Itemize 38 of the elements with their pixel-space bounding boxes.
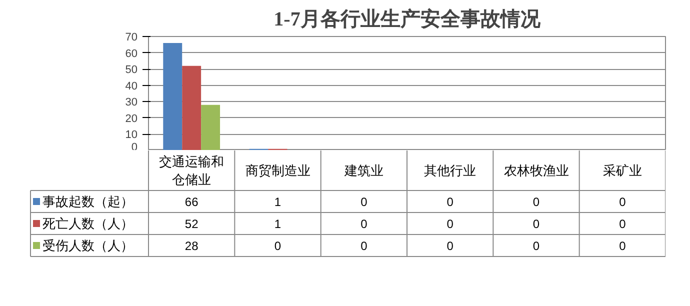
x-tick-label: 交通运输和仓储业 (159, 154, 224, 187)
x-tick-label: 其他行业 (424, 163, 476, 178)
data-label: 66 (184, 195, 199, 209)
data-label: 0 (532, 217, 540, 231)
legend-label: 受伤人数（人） (42, 238, 134, 253)
bar (182, 66, 202, 150)
y-tick-label: 10 (125, 129, 138, 142)
data-label: 0 (360, 217, 368, 231)
y-tick-label: 20 (125, 112, 138, 125)
data-label: 1 (274, 195, 282, 209)
x-tick-label: 建筑业 (343, 163, 384, 178)
legend-label: 死亡人数（人） (42, 216, 134, 231)
legend-label: 事故起数（起） (42, 194, 134, 209)
y-tick-label: 50 (125, 64, 138, 76)
bar (163, 43, 182, 150)
y-tick-label: 70 (125, 32, 138, 44)
y-tick-label: 60 (125, 48, 138, 60)
x-tick-label: 商贸制造业 (245, 163, 310, 178)
data-label: 0 (446, 195, 454, 209)
data-label: 0 (360, 239, 368, 253)
data-label: 0 (532, 195, 540, 209)
data-label: 0 (532, 239, 540, 253)
data-label: 28 (184, 239, 199, 253)
data-label: 0 (446, 217, 454, 231)
data-label: 0 (619, 239, 626, 253)
chart-title: 1-7月各行业生产安全事故情况 (274, 8, 542, 30)
data-label: 0 (360, 195, 368, 209)
data-label: 0 (619, 195, 626, 209)
data-label: 0 (446, 239, 454, 253)
data-label: 0 (274, 239, 282, 253)
data-label: 52 (184, 217, 199, 231)
y-tick-label: 40 (125, 80, 138, 92)
bar (201, 104, 220, 150)
data-label: 0 (619, 217, 626, 231)
y-tick-label: 30 (125, 96, 138, 109)
x-tick-label: 采矿业 (602, 163, 642, 178)
x-tick-label: 农林牧渔业 (504, 163, 569, 178)
data-label: 1 (274, 217, 282, 231)
